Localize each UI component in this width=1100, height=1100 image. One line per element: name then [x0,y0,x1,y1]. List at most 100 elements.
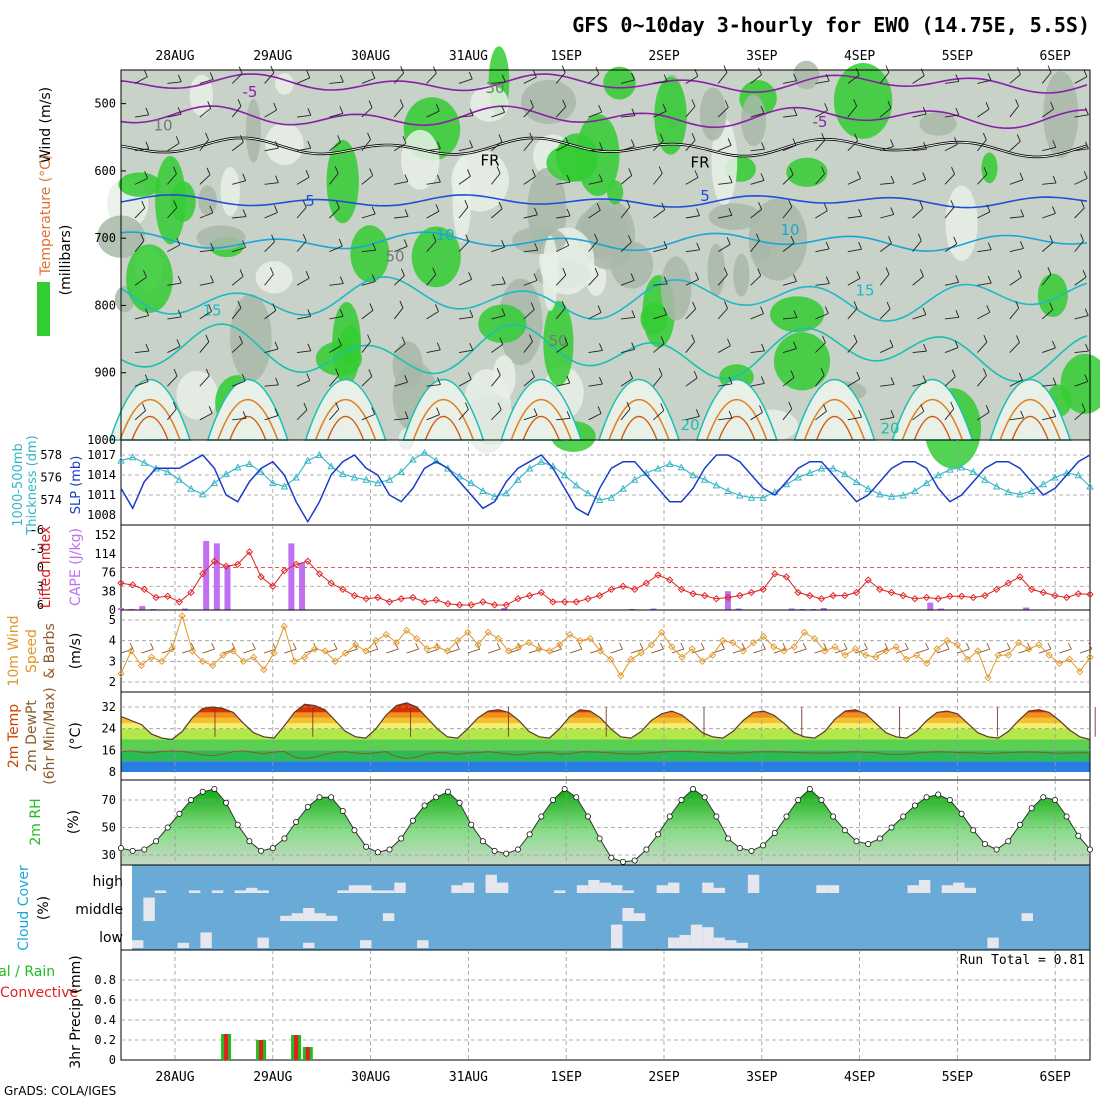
wind-barb [361,341,371,353]
cloud-bar-high [485,874,497,893]
wind-barb [523,106,534,118]
wind-barb-flag [367,132,371,140]
thickness-marker [280,482,289,490]
wind-barb [912,411,925,421]
wind-barb [264,109,277,118]
temperature-label: Temperature (°C) [38,155,54,277]
wind-barb-flag [788,401,793,410]
wind-barb-flag [464,199,469,208]
rh-marker [841,827,848,834]
rh-shade [733,253,750,297]
rh-tick: 30 [102,848,116,862]
wind10-barb-flag [1088,642,1093,650]
wind-barb-flag [823,404,827,412]
wind10-barb-flag [496,642,501,650]
wind-barb [426,181,441,185]
cloud-bar-high [668,882,680,893]
rh-shade [264,123,304,166]
wind-barb-flag [793,108,798,116]
wind10-speed-marker [453,637,462,645]
wind10-speed-marker [933,645,941,653]
wind-barb-flag [983,368,987,376]
wind-barb-flag [627,235,632,243]
thickness-marker [397,467,405,475]
wind-barb-flag [691,334,696,342]
wind-barb-flag [1082,270,1087,278]
wind-barb-flag [469,140,474,148]
cloud-bar-mid [280,915,292,921]
cloud-bar-high [588,880,600,893]
rh-marker [760,842,767,849]
wind-barb [199,281,214,286]
wind-barb-flag [206,167,211,175]
wind-barb [782,377,795,387]
thickness-marker [922,479,931,487]
wind-barb-flag [953,236,958,245]
wind-barb [393,72,404,84]
wind10-barb-flag [374,642,379,650]
wind-barb-flag [1081,403,1086,411]
wind-barb-flag [792,138,797,146]
wind-barb-flag [890,377,895,385]
wind-barb-flag [922,307,927,315]
lifted-index-marker [409,593,417,602]
wind-barb-flag [144,374,149,382]
rh-marker [585,813,591,820]
rh-shade [1037,273,1068,318]
cloud-cover-panel: high middle low Cloud Cover (%) [16,864,1091,951]
wind-barb-flag [239,269,244,277]
wind-barb-flag [659,133,664,141]
wind-barb-flag [237,300,242,309]
wind-barb-flag [141,200,146,209]
lifted-index-marker [280,566,289,575]
thickness-marker [257,467,265,475]
wind-barb [685,377,698,387]
contour-label: 30 [485,79,504,97]
wind10-barb [732,648,746,654]
wind-barb-flag [758,67,763,75]
wind-barb [491,246,505,253]
cape-tick: 76 [102,566,116,580]
thickness-marker [1039,480,1048,488]
wind-barb-flag [824,103,829,111]
wind-barb [264,241,275,252]
rh-shade [786,157,828,187]
wind-barb-flag [626,401,631,410]
wind-barb-flag [210,242,215,251]
wind10-speed-marker [831,643,839,651]
wind-barb [588,350,603,353]
wind10-speed-marker [596,647,605,655]
rh-marker [981,841,988,847]
wind-barb-flag [404,411,409,419]
rh-marker [1028,805,1035,812]
wind-barb [167,244,180,253]
wind-barb-flag [529,132,534,141]
wind10-barb [1079,648,1092,654]
rh-marker [736,845,743,852]
wind10-barb [304,648,317,654]
wind10-speed-line [120,614,1091,680]
rh-marker [958,810,965,817]
wind-barb-flag [302,233,307,242]
thickness-marker [630,475,639,483]
wind-barb-flag [594,233,598,242]
temp-contour-25 [412,398,475,441]
wind10-barb-flag [945,642,950,650]
wind-barb [717,274,728,286]
wind10-speed-marker [790,643,798,651]
rh-marker [351,827,358,834]
wind-barb [847,74,860,84]
rh-marker [818,797,825,803]
wind-barb [458,379,472,387]
wind10-speed-marker [841,651,849,659]
wind-barb-flag [501,239,506,248]
lifted-index-marker [444,600,452,608]
wind10-speed-marker [780,647,788,655]
wind-barb-flag [562,267,567,276]
wind10-speed-marker [1025,645,1033,653]
lifted-index-marker [946,592,954,600]
wind10-speed-marker [147,653,156,661]
wind-barb [620,79,635,84]
wind10-speed-marker [912,651,921,659]
temp-band [121,728,1090,740]
